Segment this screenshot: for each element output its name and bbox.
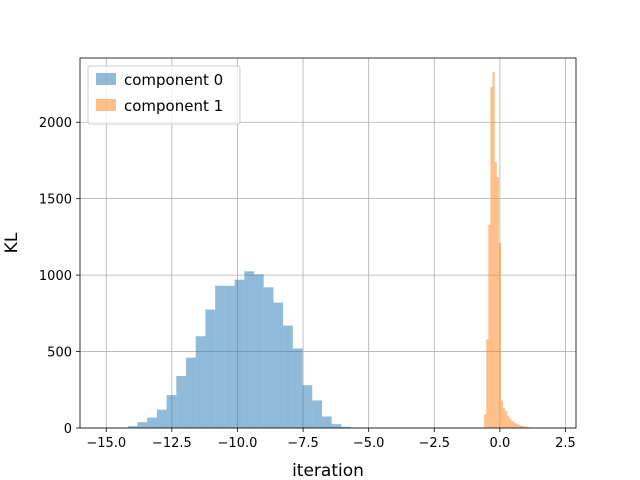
bars-layer — [118, 71, 541, 429]
bar-component-1 — [515, 423, 518, 428]
x-tick-label: −12.5 — [152, 436, 192, 451]
bar-component-0 — [147, 417, 157, 428]
y-tick-label: 0 — [64, 422, 72, 437]
bar-component-0 — [273, 302, 284, 428]
bar-component-1 — [517, 424, 520, 428]
bar-component-1 — [500, 400, 504, 428]
y-tick-label: 1000 — [39, 269, 72, 284]
bar-component-0 — [302, 385, 313, 428]
bar-component-1 — [503, 408, 506, 428]
bar-component-1 — [488, 224, 491, 428]
bar-component-1 — [484, 414, 487, 428]
bar-component-1 — [505, 411, 508, 428]
ticks-layer: −15.0 −12.5 −10.0 −7.5 −5.0 −2.5 0.0 2.5 0 500 100… — [39, 116, 576, 451]
bar-component-1 — [509, 418, 512, 428]
bar-component-0 — [292, 348, 303, 428]
bar-component-1 — [492, 71, 495, 429]
x-tick-label: 2.5 — [555, 436, 576, 451]
bar-component-0 — [156, 409, 167, 428]
x-tick-label: −7.5 — [287, 436, 319, 451]
bar-component-1 — [513, 422, 516, 428]
bar-component-0 — [195, 336, 206, 428]
bar-component-0 — [263, 287, 274, 428]
legend-swatch-component-0 — [96, 73, 116, 85]
bar-component-0 — [312, 400, 322, 428]
y-tick-label: 2000 — [39, 116, 72, 131]
bar-component-0 — [253, 274, 264, 428]
bar-component-0 — [234, 279, 245, 428]
bar-component-1 — [521, 426, 525, 428]
bar-component-1 — [526, 426, 529, 428]
bar-component-0 — [166, 395, 177, 428]
bar-component-0 — [137, 422, 148, 428]
legend-label-component-0: component 0 — [124, 71, 223, 89]
bar-component-0 — [186, 357, 196, 428]
x-tick-label: −10.0 — [218, 436, 258, 451]
bar-component-1 — [524, 426, 527, 428]
bar-component-0 — [205, 309, 216, 428]
x-axis-label: iteration — [292, 461, 364, 480]
bar-component-0 — [244, 271, 254, 428]
bar-component-0 — [331, 424, 342, 428]
y-tick-label: 1500 — [39, 193, 72, 208]
bar-component-0 — [321, 416, 332, 428]
bar-component-1 — [498, 243, 501, 428]
bar-component-1 — [519, 425, 522, 428]
bar-component-1 — [490, 87, 493, 428]
bar-component-1 — [494, 161, 497, 428]
bar-component-0 — [341, 426, 352, 428]
bar-component-1 — [507, 415, 510, 428]
bar-component-1 — [496, 177, 499, 428]
y-tick-label: 500 — [47, 346, 72, 361]
bar-component-0 — [176, 376, 187, 428]
x-tick-label: 0.0 — [490, 436, 511, 451]
bar-component-1 — [511, 421, 514, 428]
y-axis-label: KL — [2, 232, 22, 253]
legend-label-component-1: component 1 — [124, 97, 223, 115]
bar-component-0 — [127, 426, 138, 428]
legend-box — [87, 65, 241, 125]
x-tick-label: −5.0 — [353, 436, 385, 451]
bar-component-0 — [215, 285, 225, 428]
plot-frame — [79, 57, 577, 429]
legend-swatch-component-1 — [96, 99, 116, 111]
legend: component 0 component 1 — [87, 65, 241, 125]
bar-component-0 — [283, 325, 293, 428]
x-tick-label: −2.5 — [418, 436, 450, 451]
bar-component-1 — [486, 339, 489, 428]
x-tick-label: −15.0 — [86, 436, 126, 451]
bar-component-0 — [224, 285, 235, 428]
